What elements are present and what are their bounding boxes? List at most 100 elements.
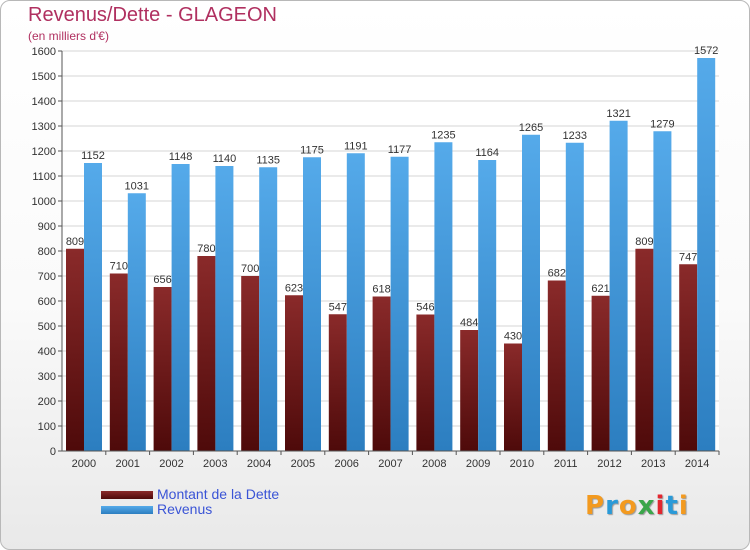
- legend-swatch-revenus: [101, 506, 153, 514]
- logo-letter: x: [637, 491, 656, 521]
- x-tick-label: 2011: [554, 458, 578, 470]
- bar-dette-2000: [66, 248, 84, 451]
- bar-revenus-2002: [171, 164, 190, 451]
- data-label-revenus-2004: 1135: [256, 154, 280, 166]
- data-label-revenus-2009: 1164: [475, 147, 499, 159]
- data-label-revenus-2011: 1233: [563, 130, 587, 142]
- bar-dette-2014: [679, 264, 698, 451]
- data-label-dette-2001: 710: [110, 261, 128, 273]
- y-tick-label: 300: [38, 371, 56, 383]
- logo-letter: i: [655, 491, 666, 521]
- bar-dette-2004: [241, 276, 260, 451]
- chart-title: Revenus/Dette - GLAGEON: [28, 4, 277, 26]
- data-label-revenus-2014: 1572: [694, 45, 718, 57]
- chart-subtitle: (en milliers d'€): [28, 29, 109, 43]
- y-tick-label: 500: [38, 321, 56, 333]
- bar-dette-2003: [197, 256, 216, 451]
- legend-label-dette: Montant de la Dette: [157, 486, 280, 502]
- data-label-dette-2008: 546: [416, 302, 434, 314]
- data-label-dette-2014: 747: [679, 251, 697, 263]
- bar-revenus-2006: [346, 153, 365, 451]
- logo-letter: P: [585, 491, 606, 521]
- bar-dette-2005: [285, 295, 303, 451]
- bar-revenus-2013: [653, 131, 672, 451]
- x-tick-label: 2010: [510, 458, 534, 470]
- data-label-dette-2012: 621: [591, 283, 609, 295]
- bar-revenus-2008: [434, 142, 453, 451]
- data-label-revenus-2008: 1235: [431, 129, 455, 141]
- x-tick-label: 2001: [115, 458, 139, 470]
- y-tick-label: 0: [50, 446, 56, 458]
- data-label-revenus-2010: 1265: [519, 122, 543, 134]
- data-label-revenus-2005: 1175: [300, 144, 324, 156]
- bar-dette-2011: [547, 280, 566, 451]
- logo-letter: r: [605, 491, 619, 521]
- x-tick-label: 2003: [203, 458, 227, 470]
- data-label-dette-2011: 682: [548, 268, 566, 280]
- data-label-dette-2004: 700: [241, 263, 259, 275]
- data-label-dette-2010: 430: [504, 331, 522, 343]
- x-tick-label: 2004: [247, 458, 271, 470]
- bar-revenus-2005: [303, 157, 321, 451]
- bar-dette-2013: [635, 248, 654, 451]
- bar-dette-2001: [109, 273, 128, 451]
- data-label-dette-2006: 547: [329, 301, 347, 313]
- y-tick-label: 1200: [32, 146, 56, 158]
- bar-revenus-2001: [127, 193, 146, 451]
- data-label-dette-2002: 656: [153, 274, 171, 286]
- bar-revenus-2009: [478, 160, 497, 451]
- y-tick-label: 1000: [32, 196, 56, 208]
- bar-revenus-2014: [697, 58, 716, 451]
- data-label-dette-2000: 809: [66, 236, 84, 248]
- y-tick-label: 800: [38, 246, 56, 258]
- proxiti-logo: Proxiti: [585, 491, 689, 521]
- y-tick-label: 700: [38, 271, 56, 283]
- logo-letter: i: [678, 491, 689, 521]
- bar-revenus-2000: [84, 163, 102, 451]
- bar-revenus-2003: [215, 166, 234, 451]
- data-label-dette-2009: 484: [460, 317, 478, 329]
- y-tick-label: 900: [38, 221, 56, 233]
- x-tick-label: 2014: [685, 458, 709, 470]
- bar-dette-2002: [153, 287, 172, 451]
- x-tick-label: 2000: [72, 458, 96, 470]
- data-label-revenus-2003: 1140: [213, 153, 237, 165]
- x-tick-label: 2006: [334, 458, 358, 470]
- data-label-revenus-2007: 1177: [388, 144, 412, 156]
- x-tick-label: 2008: [422, 458, 446, 470]
- data-label-revenus-2000: 1152: [81, 150, 105, 162]
- x-tick-label: 2012: [597, 458, 621, 470]
- legend-swatch-dette: [101, 491, 153, 499]
- y-tick-label: 1500: [32, 71, 56, 83]
- bar-revenus-2011: [565, 142, 584, 451]
- y-tick-label: 1600: [32, 46, 56, 58]
- y-tick-label: 1300: [32, 121, 56, 133]
- y-tick-label: 600: [38, 296, 56, 308]
- x-tick-label: 2013: [641, 458, 665, 470]
- bar-dette-2007: [372, 296, 391, 451]
- data-label-dette-2003: 780: [197, 243, 215, 255]
- data-label-dette-2007: 618: [372, 284, 390, 296]
- bar-dette-2006: [328, 314, 347, 451]
- bar-revenus-2012: [609, 120, 628, 451]
- logo-letter: t: [665, 491, 679, 521]
- data-label-dette-2013: 809: [635, 236, 653, 248]
- bar-revenus-2004: [259, 167, 278, 451]
- data-label-revenus-2012: 1321: [606, 108, 630, 120]
- data-label-revenus-2002: 1148: [169, 151, 193, 163]
- y-tick-label: 200: [38, 396, 56, 408]
- bar-dette-2008: [416, 314, 435, 451]
- data-label-dette-2005: 623: [285, 282, 303, 294]
- y-tick-label: 1100: [32, 171, 56, 183]
- bar-dette-2009: [460, 330, 479, 451]
- x-tick-label: 2005: [291, 458, 315, 470]
- y-tick-label: 400: [38, 346, 56, 358]
- x-tick-label: 2009: [466, 458, 490, 470]
- bar-revenus-2010: [522, 134, 540, 451]
- x-tick-label: 2002: [159, 458, 183, 470]
- data-label-revenus-2013: 1279: [650, 118, 674, 130]
- data-label-revenus-2006: 1191: [344, 140, 368, 152]
- legend-label-revenus: Revenus: [157, 501, 213, 517]
